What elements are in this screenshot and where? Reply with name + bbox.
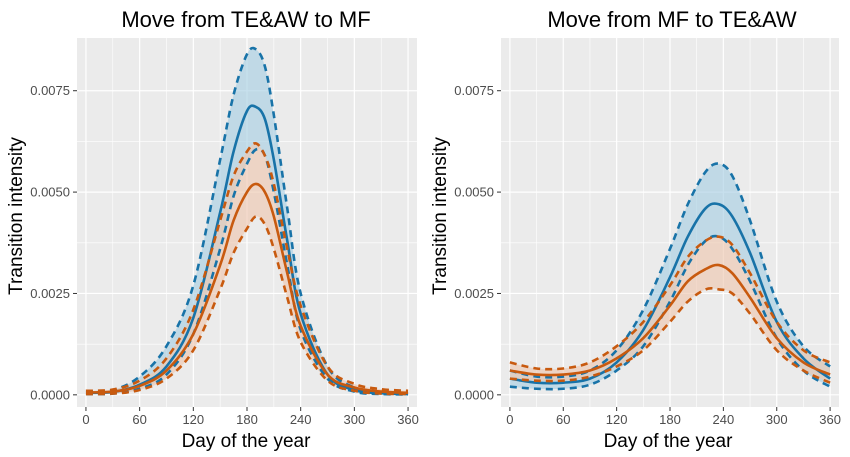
panel-mf-to-te-aw: Move from MF to TE&AW Transition intensi… <box>430 7 841 452</box>
x-tick-label: 60 <box>132 412 146 427</box>
upper-bound-line-orange <box>85 142 409 393</box>
x-tick-label: 60 <box>556 412 570 427</box>
confidence-band-orange <box>509 236 831 383</box>
y-tick-label: 0.0000 <box>30 387 70 402</box>
lower-bound-line-orange <box>509 287 831 384</box>
upper-bound-line-blue <box>509 162 831 379</box>
y-tick-label: 0.0050 <box>30 185 70 200</box>
x-tick-label: 300 <box>344 412 366 427</box>
y-axis-label: Transition intensity <box>6 137 27 295</box>
lower-bound-line-blue <box>509 234 831 391</box>
x-tick-label: 180 <box>659 412 681 427</box>
x-tick-label: 0 <box>506 412 513 427</box>
confidence-band-blue <box>85 48 409 395</box>
x-tick-label: 120 <box>182 412 204 427</box>
lower-bound-line-blue <box>85 147 409 396</box>
y-tick-label: 0.0025 <box>30 286 70 301</box>
x-tick-label: 240 <box>713 412 735 427</box>
x-tick-label: 240 <box>290 412 312 427</box>
x-tick-label: 360 <box>397 412 419 427</box>
x-tick-label: 120 <box>606 412 628 427</box>
x-tick-label: 360 <box>819 412 841 427</box>
lower-bound-line-orange <box>85 215 409 396</box>
y-axis-label: Transition intensity <box>430 137 451 295</box>
upper-bound-line-orange <box>509 235 831 371</box>
estimate-line-blue <box>509 202 831 385</box>
x-tick-label: 0 <box>82 412 89 427</box>
y-tick-label: 0.0025 <box>454 286 494 301</box>
y-tick-label: 0.0000 <box>454 387 494 402</box>
panel-te-aw-to-mf: Move from TE&AW to MF Transition intensi… <box>6 7 419 452</box>
panel-title: Move from MF to TE&AW <box>547 7 797 32</box>
y-tick-label: 0.0075 <box>454 83 494 98</box>
x-axis-label: Day of the year <box>604 431 734 452</box>
y-tick-label: 0.0075 <box>30 83 70 98</box>
y-tick-label: 0.0050 <box>454 185 494 200</box>
x-axis-label: Day of the year <box>182 431 312 452</box>
estimate-line-orange <box>509 263 831 377</box>
x-tick-label: 180 <box>236 412 258 427</box>
estimate-line-orange <box>85 182 409 395</box>
x-tick-label: 300 <box>766 412 788 427</box>
panel-title: Move from TE&AW to MF <box>121 7 370 32</box>
